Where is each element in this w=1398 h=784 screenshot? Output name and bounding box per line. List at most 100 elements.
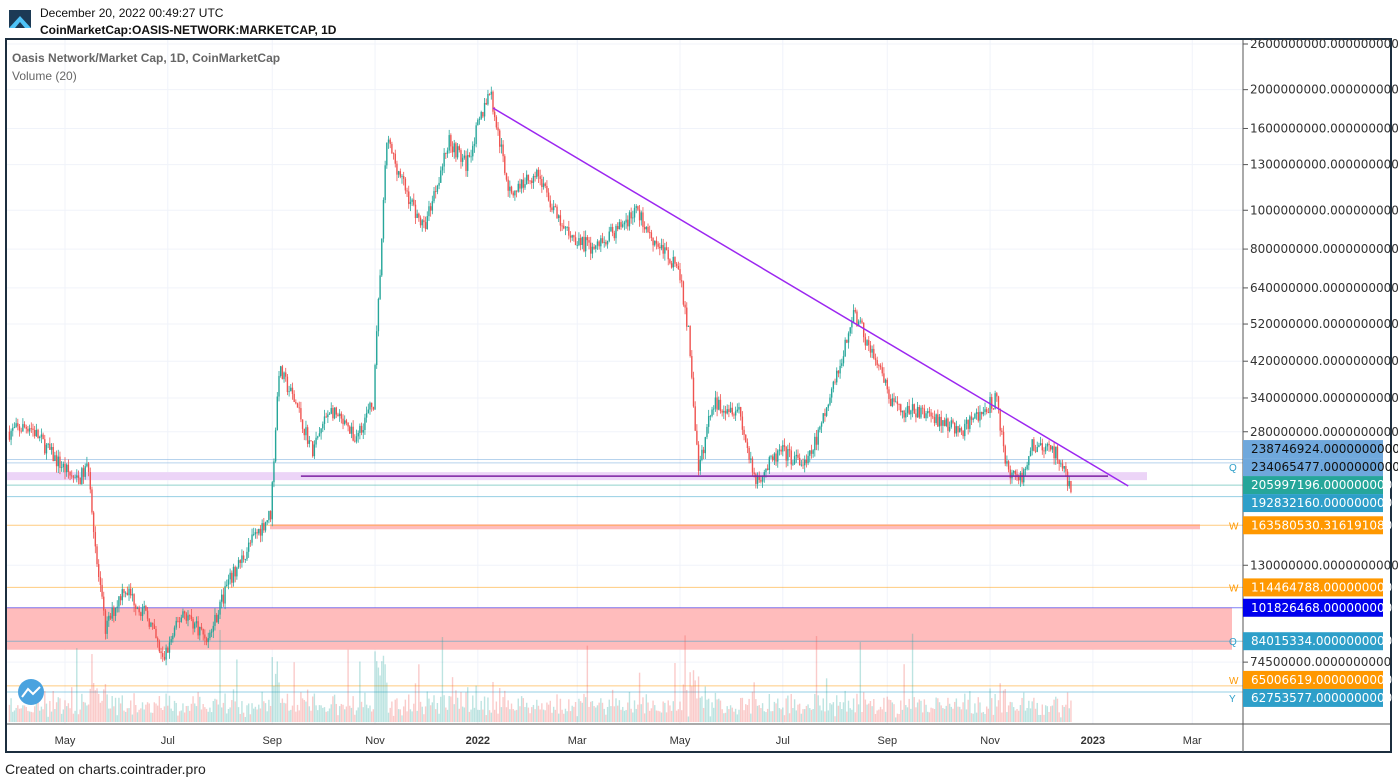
volume-bar — [790, 693, 792, 722]
volume-bar — [1043, 714, 1045, 722]
volume-bar — [994, 694, 996, 722]
price-label-bg — [1243, 516, 1383, 535]
candle-body — [686, 307, 688, 327]
volume-bar — [772, 711, 774, 722]
volume-bar — [352, 696, 354, 722]
candle-body — [792, 463, 794, 465]
candle-body — [938, 416, 941, 427]
volume-bar — [424, 706, 427, 722]
candle-body — [970, 416, 973, 420]
volume-bar — [72, 713, 75, 722]
candle-body — [71, 475, 73, 477]
candle-body — [817, 429, 819, 445]
candle-body — [729, 407, 732, 412]
volume-bar — [947, 697, 949, 722]
candle-body — [571, 235, 573, 238]
volume-bar — [451, 677, 454, 722]
price-label: 114464788.0000000000 — [1251, 580, 1398, 594]
volume-bar — [999, 683, 1001, 722]
candle-body — [227, 579, 230, 585]
candle-body — [947, 418, 949, 431]
volume-bar — [177, 715, 179, 722]
candle-body — [1038, 445, 1040, 447]
volume-bar — [458, 708, 460, 722]
volume-bar — [514, 710, 516, 722]
candle-body — [595, 245, 597, 249]
volume-bar — [8, 704, 11, 722]
volume-bar — [372, 709, 375, 722]
volume-bar — [57, 697, 59, 722]
candle-body — [525, 174, 528, 185]
volume-bar — [648, 710, 651, 722]
volume-bar — [101, 700, 103, 722]
candle-body — [300, 408, 302, 420]
volume-bar — [365, 704, 368, 722]
volume-bar — [933, 709, 936, 722]
volume-bar — [525, 702, 528, 722]
volume-bar — [359, 661, 361, 722]
candle-body — [554, 206, 557, 208]
volume-bar — [229, 707, 231, 722]
candle-body — [431, 201, 434, 211]
volume-bar — [519, 706, 521, 722]
volume-bar — [349, 705, 351, 722]
candle-body — [895, 401, 897, 403]
candle-body — [627, 219, 629, 227]
volume-bar — [788, 713, 791, 722]
candle-body — [763, 472, 765, 476]
candle-body — [411, 199, 413, 202]
candle-body — [401, 176, 403, 177]
candle-body — [576, 245, 578, 246]
candle-body — [328, 413, 331, 415]
candle-body — [318, 433, 321, 437]
candle-body — [1021, 472, 1023, 483]
candle-body — [682, 281, 685, 305]
volume-bar — [728, 709, 730, 722]
volume-bar — [948, 703, 951, 722]
volume-bar — [249, 714, 252, 722]
volume-bar — [165, 693, 167, 722]
candle-body — [982, 411, 985, 415]
volume-bar — [1061, 705, 1064, 722]
candle-body — [650, 232, 653, 239]
candle-body — [111, 607, 113, 619]
candle-body — [249, 542, 252, 544]
candle-body — [581, 236, 583, 246]
candle-body — [236, 567, 238, 577]
candle-body — [49, 443, 51, 450]
volume-bar — [214, 698, 216, 722]
volume-bar — [709, 716, 712, 722]
candle-body — [615, 226, 617, 239]
volume-bar — [820, 710, 823, 722]
volume-bar — [694, 680, 696, 722]
volume-bar — [992, 714, 995, 722]
volume-bar — [354, 714, 356, 722]
volume-bar — [298, 710, 300, 722]
candle-body — [18, 426, 21, 431]
candle-body — [1036, 446, 1038, 452]
volume-bar — [834, 716, 836, 722]
candle-body — [925, 413, 927, 419]
volume-bar — [965, 709, 968, 722]
price-label-bg — [1243, 632, 1383, 651]
x-tick-label: Jul — [161, 735, 175, 747]
volume-bar — [571, 705, 573, 722]
candle-body — [524, 184, 526, 188]
volume-bar — [475, 685, 477, 722]
volume-bar — [753, 682, 755, 722]
volume-bar — [529, 713, 531, 722]
volume-bar — [579, 701, 582, 722]
candle-body — [202, 628, 204, 635]
volume-bar — [226, 713, 228, 722]
candle-body — [497, 127, 499, 131]
volume-bar — [1014, 710, 1017, 722]
candle-body — [591, 246, 594, 254]
volume-bar — [308, 706, 311, 722]
candle-body — [349, 426, 351, 434]
candle-body — [162, 653, 164, 657]
candle-body — [269, 511, 272, 520]
candle-body — [67, 464, 70, 472]
volume-bar — [281, 698, 284, 722]
volume-bar — [871, 706, 873, 722]
